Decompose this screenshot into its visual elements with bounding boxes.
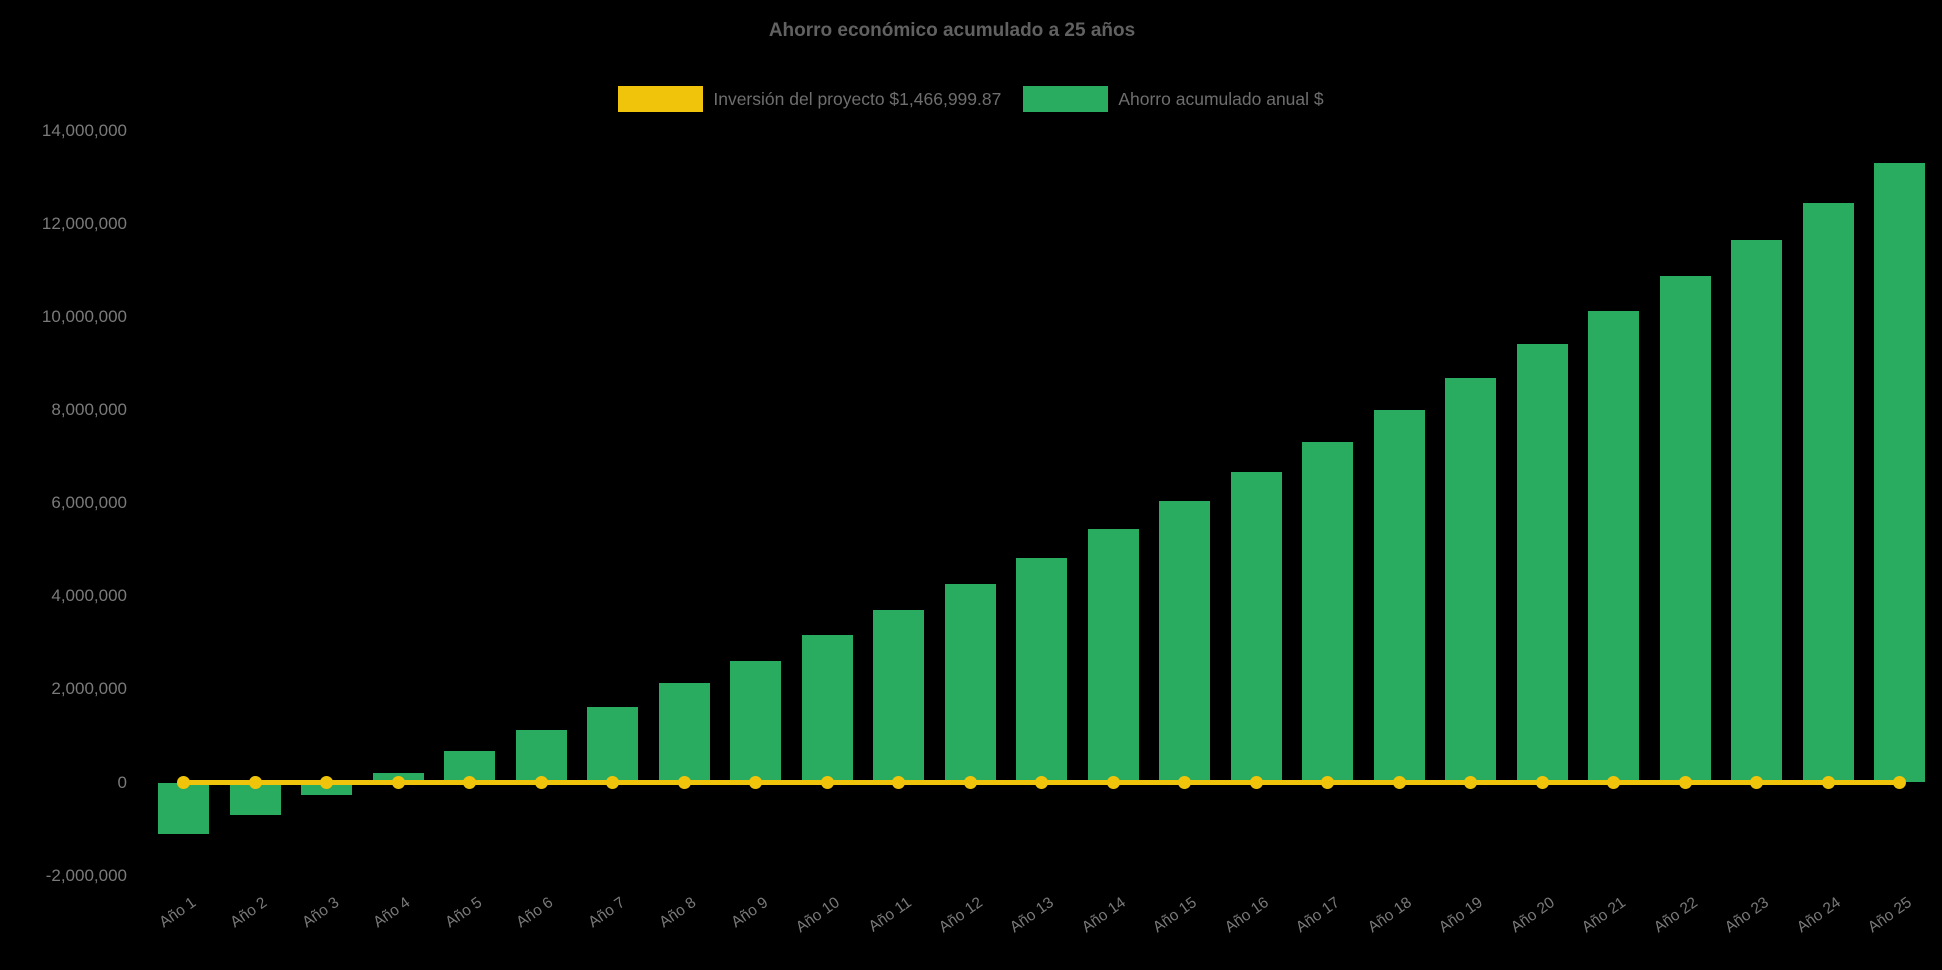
- x-axis-label: Año 16: [1221, 894, 1272, 937]
- legend-label-inversion: Inversión del proyecto $1,466,999.87: [713, 88, 1002, 109]
- x-axis-label: Año 21: [1579, 894, 1630, 937]
- investment-point-icon: [1178, 776, 1191, 789]
- x-axis-label: Año 2: [227, 894, 271, 932]
- bar-año-17[interactable]: [1302, 441, 1353, 783]
- x-axis-label: Año 1: [156, 894, 200, 932]
- x-axis-label: Año 20: [1507, 894, 1558, 937]
- y-axis-label: 2,000,000: [51, 679, 127, 699]
- investment-point-icon: [177, 776, 190, 789]
- bar-año-23[interactable]: [1731, 240, 1782, 783]
- investment-point-icon: [463, 776, 476, 789]
- bar-año-10[interactable]: [801, 635, 853, 783]
- bar-año-20[interactable]: [1516, 344, 1568, 783]
- investment-point-icon: [1750, 776, 1763, 789]
- investment-point-icon: [1464, 776, 1477, 789]
- investment-point-icon: [606, 776, 619, 789]
- bar-año-9[interactable]: [730, 660, 781, 783]
- x-axis-label: Año 13: [1007, 894, 1058, 937]
- legend-item-inversion[interactable]: Inversión del proyecto $1,466,999.87: [618, 86, 1001, 112]
- x-axis-label: Año 7: [585, 894, 629, 932]
- bar-año-16[interactable]: [1230, 472, 1282, 783]
- x-axis-label: Año 15: [1150, 894, 1201, 937]
- x-axis-label: Año 23: [1722, 894, 1773, 937]
- x-axis-label: Año 5: [442, 894, 486, 932]
- x-axis-label: Año 24: [1793, 894, 1844, 937]
- inversion-swatch-icon: [618, 86, 704, 112]
- bar-año-13[interactable]: [1016, 558, 1067, 783]
- bar-año-6[interactable]: [515, 730, 567, 783]
- investment-point-icon: [1249, 776, 1263, 789]
- investment-point-icon: [1678, 776, 1692, 789]
- x-axis-label: Año 3: [299, 894, 343, 932]
- investment-point-icon: [677, 776, 691, 789]
- bar-año-8[interactable]: [658, 683, 710, 783]
- ahorro-swatch-icon: [1023, 86, 1109, 112]
- investment-point-icon: [391, 776, 405, 789]
- y-axis-label: 4,000,000: [51, 586, 127, 606]
- x-axis-label: Año 8: [656, 894, 700, 932]
- x-axis-label: Año 12: [935, 894, 986, 937]
- bar-año-11[interactable]: [873, 610, 924, 783]
- legend-item-ahorro[interactable]: Ahorro acumulado anual $: [1023, 86, 1324, 112]
- investment-point-icon: [749, 776, 762, 789]
- y-axis-label: 6,000,000: [51, 493, 127, 513]
- investment-point-icon: [1321, 776, 1334, 789]
- x-axis-label: Año 4: [370, 894, 414, 932]
- y-axis-label: 14,000,000: [41, 120, 127, 140]
- investment-point-icon: [1392, 776, 1406, 789]
- chart-title: Ahorro económico acumulado a 25 años: [768, 20, 1136, 41]
- investment-point-icon: [1607, 776, 1620, 789]
- bar-año-1[interactable]: [158, 782, 209, 834]
- x-axis-label: Año 25: [1865, 894, 1916, 937]
- x-axis-label: Año 22: [1650, 894, 1701, 937]
- bar-año-14[interactable]: [1087, 529, 1139, 783]
- investment-point-icon: [1821, 776, 1835, 789]
- bar-año-22[interactable]: [1659, 275, 1711, 783]
- y-axis-label: 10,000,000: [41, 307, 127, 326]
- legend-label-ahorro: Ahorro acumulado anual $: [1118, 88, 1324, 109]
- x-axis-label: Año 11: [865, 894, 915, 936]
- bar-año-25[interactable]: [1874, 163, 1925, 783]
- bar-año-12[interactable]: [944, 584, 996, 783]
- bar-año-18[interactable]: [1373, 410, 1425, 783]
- investment-point-icon: [1035, 776, 1048, 789]
- investment-point-icon: [892, 776, 905, 789]
- y-axis-label: -2,000,000: [45, 865, 127, 885]
- x-axis-label: Año 18: [1364, 894, 1415, 937]
- bar-año-24[interactable]: [1802, 202, 1854, 783]
- bar-año-19[interactable]: [1445, 378, 1496, 783]
- investment-point-icon: [1893, 776, 1906, 789]
- investment-point-icon: [320, 776, 333, 789]
- y-axis-label: 8,000,000: [51, 400, 127, 420]
- x-axis-label: Año 17: [1293, 894, 1344, 937]
- bar-año-15[interactable]: [1159, 501, 1210, 783]
- bar-año-7[interactable]: [587, 706, 638, 783]
- y-axis-label: 0: [117, 772, 127, 792]
- x-axis-label: Año 14: [1078, 894, 1129, 937]
- x-axis-label: Año 19: [1436, 894, 1487, 937]
- chart-legend: Inversión del proyecto $1,466,999.87 Aho…: [0, 86, 1942, 112]
- investment-point-icon: [820, 776, 834, 789]
- x-axis-label: Año 6: [513, 894, 557, 932]
- investment-point-icon: [963, 776, 977, 789]
- investment-point-icon: [534, 776, 548, 789]
- bar-año-21[interactable]: [1588, 310, 1639, 783]
- x-axis-label: Año 10: [792, 894, 843, 937]
- investment-point-icon: [248, 776, 262, 789]
- investment-point-icon: [1535, 776, 1549, 789]
- investment-point-icon: [1106, 776, 1120, 789]
- y-axis-label: 12,000,000: [41, 213, 127, 233]
- x-axis-label: Año 9: [728, 894, 772, 932]
